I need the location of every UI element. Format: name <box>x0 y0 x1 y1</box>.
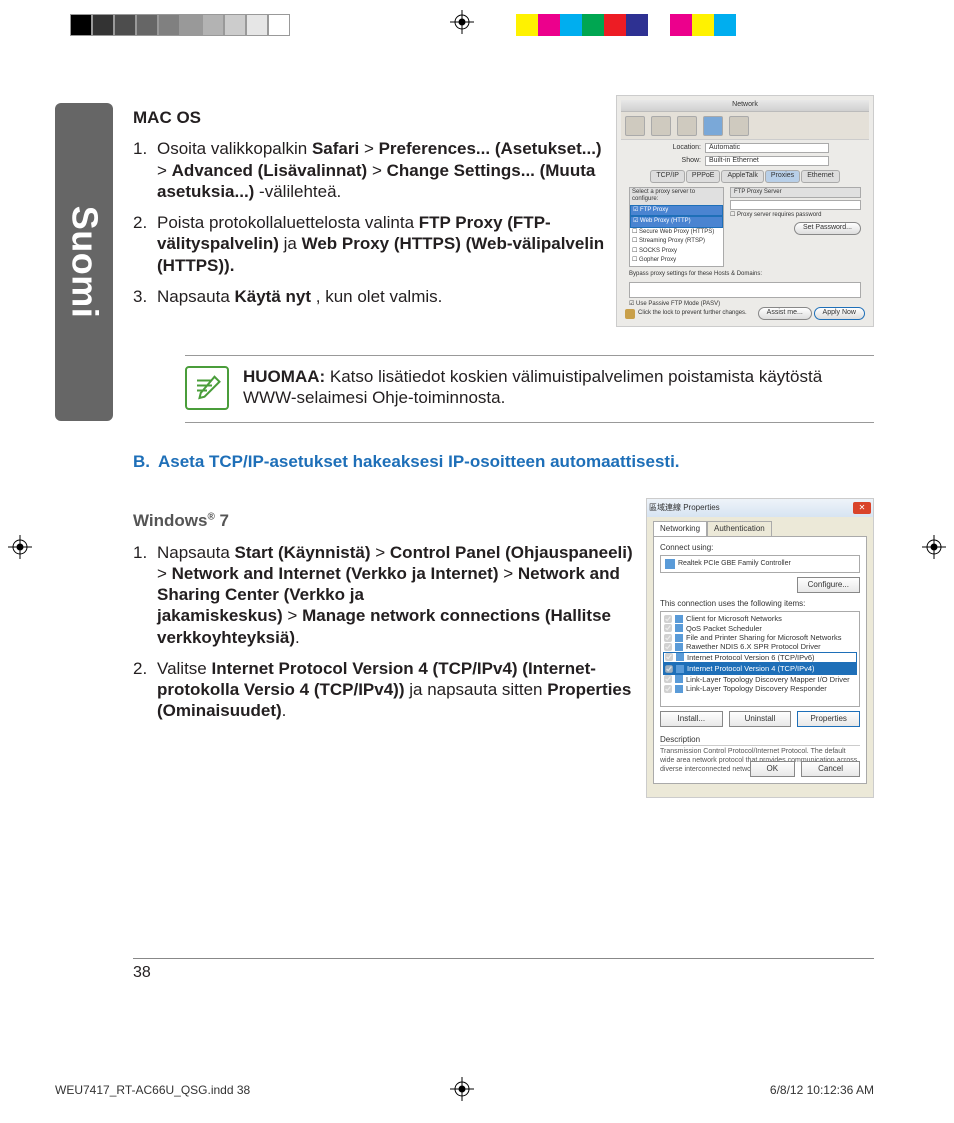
note-icon <box>185 366 229 410</box>
show-dropdown: Built-in Ethernet <box>705 156 829 166</box>
language-tab: Suomi <box>55 103 113 421</box>
registration-mark-icon <box>450 10 474 34</box>
assist-button: Assist me... <box>758 307 812 320</box>
footer-filename: WEU7417_RT-AC66U_QSG.indd 38 <box>55 1083 250 1097</box>
bypass-label: Bypass proxy settings for these Hosts & … <box>629 271 861 279</box>
note-text: HUOMAA: Katso lisätiedot koskien välimui… <box>243 366 874 409</box>
toolbar-network-icon <box>703 116 723 136</box>
page-content: Suomi MAC OS Osoita valikkopalkin Safari… <box>55 95 874 1055</box>
bypass-input <box>629 282 861 298</box>
win-title-bar: 區域連線 Properties ✕ <box>647 499 873 517</box>
show-label: Show: <box>661 157 701 166</box>
nic-icon <box>665 559 675 569</box>
set-password-button: Set Password... <box>794 222 861 235</box>
print-colorbar-grayscale <box>70 14 290 36</box>
registration-mark-icon <box>922 535 946 559</box>
toolbar-sound-icon <box>677 116 697 136</box>
lock-icon <box>625 309 635 319</box>
page-number: 38 <box>133 963 874 983</box>
mac-toolbar <box>621 112 869 140</box>
registration-mark-icon <box>8 535 32 559</box>
macos-step-2: Poista protokollaluettelosta valinta FTP… <box>133 212 606 276</box>
windows7-steps: Napsauta Start (Käynnistä) > Control Pan… <box>133 542 636 722</box>
description-header: Description <box>660 735 860 745</box>
protocol-list: Client for Microsoft NetworksQoS Packet … <box>660 611 860 707</box>
proxy-address-input <box>730 200 861 210</box>
win-step-1: Napsauta Start (Käynnistä) > Control Pan… <box>133 542 636 648</box>
macos-step-1: Osoita valikkopalkin Safari > Preference… <box>133 138 606 202</box>
location-dropdown: Automatic <box>705 143 829 153</box>
windows-properties-screenshot: 區域連線 Properties ✕ NetworkingAuthenticati… <box>646 498 874 798</box>
toolbar-displays-icon <box>651 116 671 136</box>
items-label: This connection uses the following items… <box>660 599 860 609</box>
configure-button: Configure... <box>797 577 860 593</box>
mac-tabs: TCP/IPPPPoEAppleTalkProxiesEthernet <box>621 170 869 183</box>
win-step-2: Valitse Internet Protocol Version 4 (TCP… <box>133 658 636 722</box>
macos-network-screenshot: Network Location: Automatic Show: Built-in… <box>616 95 874 327</box>
proxy-list-header: Select a proxy server to configure: <box>630 188 723 205</box>
close-icon: ✕ <box>853 502 871 514</box>
lock-text: Click the lock to prevent further change… <box>638 310 747 318</box>
mac-window-title: Network <box>621 100 869 112</box>
macos-step-3: Napsauta Käytä nyt , kun olet valmis. <box>133 286 606 307</box>
proxy-list: Select a proxy server to configure: ☑ FT… <box>629 187 724 267</box>
language-tab-label: Suomi <box>63 206 105 319</box>
apply-now-button: Apply Now <box>814 307 865 320</box>
win-tabs: NetworkingAuthentication <box>653 521 867 536</box>
properties-button: Properties <box>797 711 860 727</box>
section-b-heading: B.Aseta TCP/IP-asetukset hakeaksesi IP-o… <box>133 451 874 472</box>
ok-button: OK <box>750 761 796 777</box>
toolbar-startup-icon <box>729 116 749 136</box>
macos-steps: Osoita valikkopalkin Safari > Preference… <box>133 138 606 307</box>
print-footer: WEU7417_RT-AC66U_QSG.indd 38 6/8/12 10:1… <box>55 1083 874 1097</box>
note-box: HUOMAA: Katso lisätiedot koskien välimui… <box>185 355 874 423</box>
cancel-button: Cancel <box>801 761 860 777</box>
location-label: Location: <box>661 144 701 153</box>
proxy-server-header: FTP Proxy Server <box>730 187 861 199</box>
uninstall-button: Uninstall <box>729 711 792 727</box>
nic-box: Realtek PCIe GBE Family Controller <box>660 555 860 573</box>
proxy-list-items: ☑ FTP Proxy☑ Web Proxy (HTTP)☐ Secure We… <box>630 205 723 266</box>
connect-using-label: Connect using: <box>660 543 860 553</box>
print-colorbar-color <box>494 14 736 36</box>
windows7-heading: Windows® 7 <box>133 510 636 531</box>
toolbar-showall-icon <box>625 116 645 136</box>
page-divider <box>133 958 874 959</box>
proxy-password-checkbox: ☐ Proxy server requires password <box>730 212 861 220</box>
macos-heading: MAC OS <box>133 107 606 128</box>
install-button: Install... <box>660 711 723 727</box>
footer-timestamp: 6/8/12 10:12:36 AM <box>770 1083 874 1097</box>
